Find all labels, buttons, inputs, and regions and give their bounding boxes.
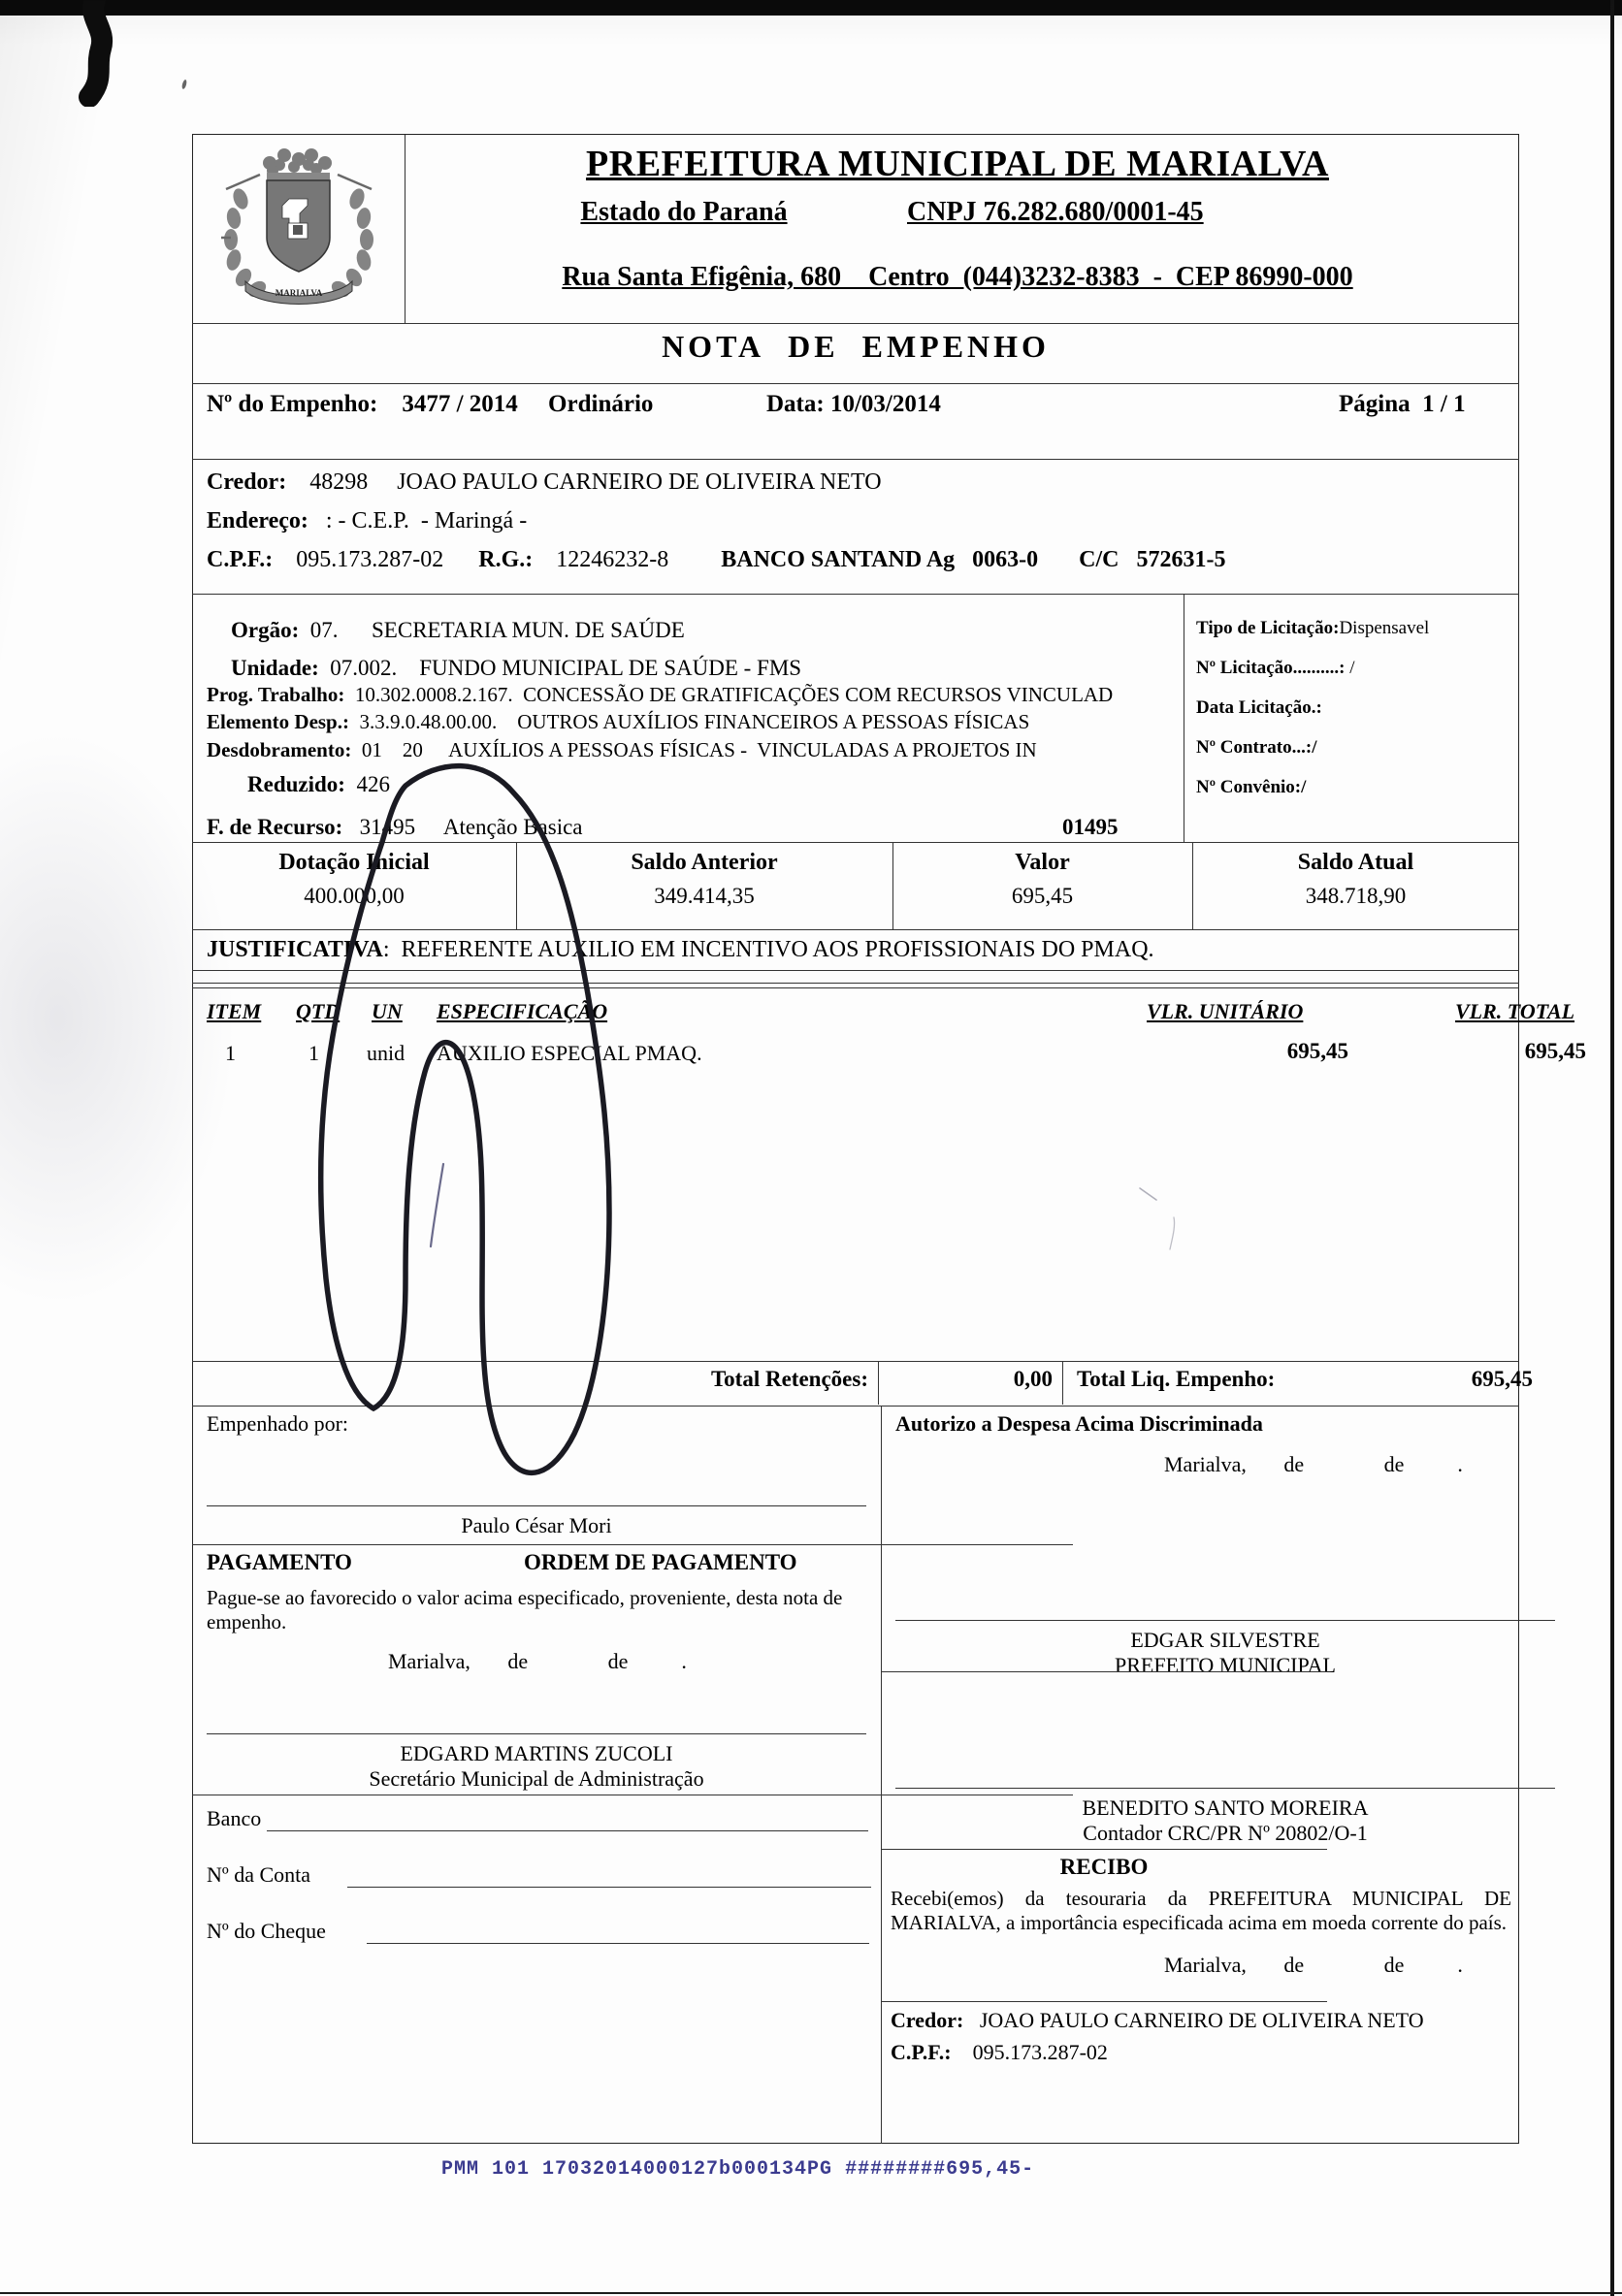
svg-text:MARIALVA: MARIALVA — [276, 288, 323, 298]
